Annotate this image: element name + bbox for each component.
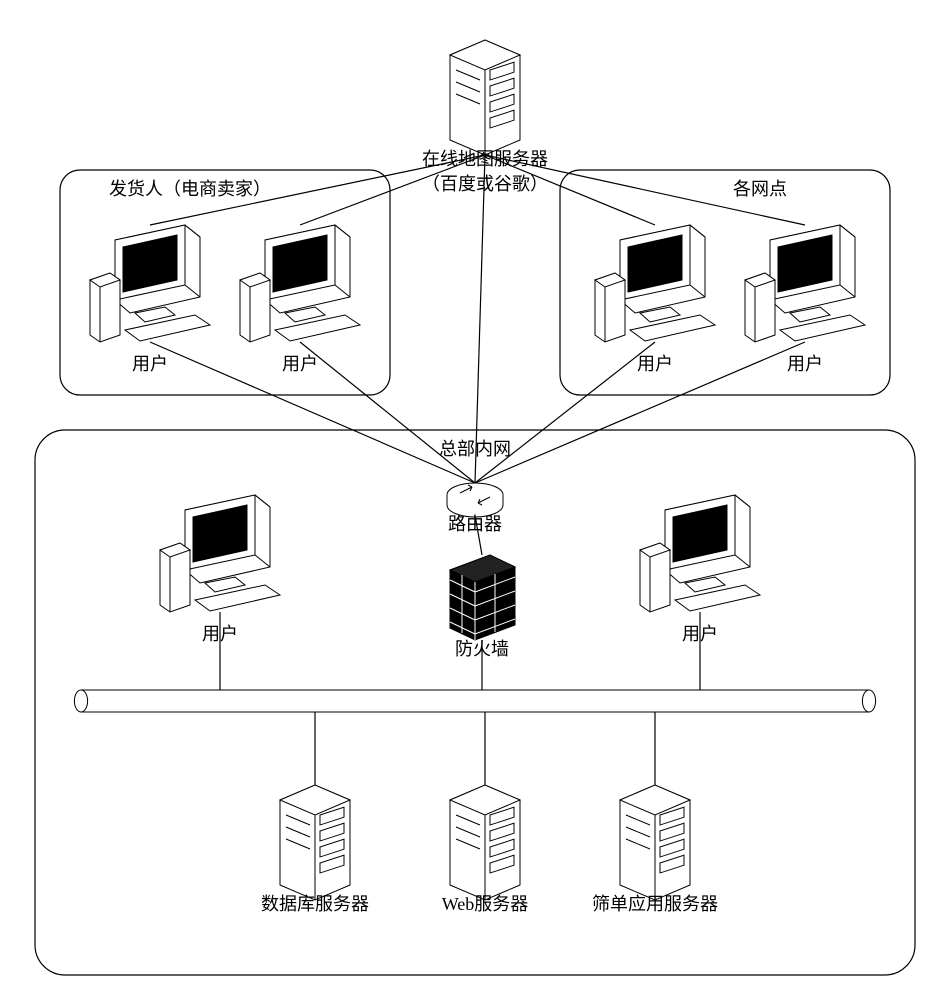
svg-text:筛单应用服务器: 筛单应用服务器	[592, 894, 718, 914]
svg-text:各网点: 各网点	[733, 179, 787, 199]
bus	[74, 690, 875, 712]
svg-text:防火墙: 防火墙	[455, 639, 509, 659]
svg-text:总部内网: 总部内网	[439, 439, 511, 459]
network-diagram: 发货人（电商卖家）各网点总部内网在线地图服务器（百度或谷歌）用户用户用户用户路由…	[0, 0, 951, 1000]
svg-text:在线地图服务器: 在线地图服务器	[422, 149, 548, 169]
srv-db	[280, 785, 350, 900]
pc-hq1	[160, 495, 280, 612]
nodes	[90, 40, 865, 900]
router	[447, 483, 503, 517]
svg-text:用户: 用户	[202, 624, 238, 644]
svg-text:用户: 用户	[282, 354, 318, 374]
svg-text:（百度或谷歌）: （百度或谷歌）	[422, 174, 548, 194]
srv-web	[450, 785, 520, 900]
edge-map-server-router	[475, 155, 485, 483]
edge-pc-b1-router	[475, 342, 655, 483]
svg-text:数据库服务器: 数据库服务器	[261, 894, 369, 914]
svg-text:用户: 用户	[132, 354, 168, 374]
firewall	[450, 555, 515, 640]
map-server	[450, 40, 520, 155]
svg-text:Web服务器: Web服务器	[442, 894, 529, 914]
svg-text:用户: 用户	[682, 624, 718, 644]
svg-text:用户: 用户	[787, 354, 823, 374]
srv-app	[620, 785, 690, 900]
pc-s2	[240, 225, 360, 342]
pc-hq2	[640, 495, 760, 612]
pc-s1	[90, 225, 210, 342]
pc-b2	[745, 225, 865, 342]
svg-text:发货人（电商卖家）: 发货人（电商卖家）	[109, 179, 271, 199]
pc-b1	[595, 225, 715, 342]
edge-pc-s2-router	[300, 342, 475, 483]
svg-text:路由器: 路由器	[448, 514, 502, 534]
svg-text:用户: 用户	[637, 354, 673, 374]
